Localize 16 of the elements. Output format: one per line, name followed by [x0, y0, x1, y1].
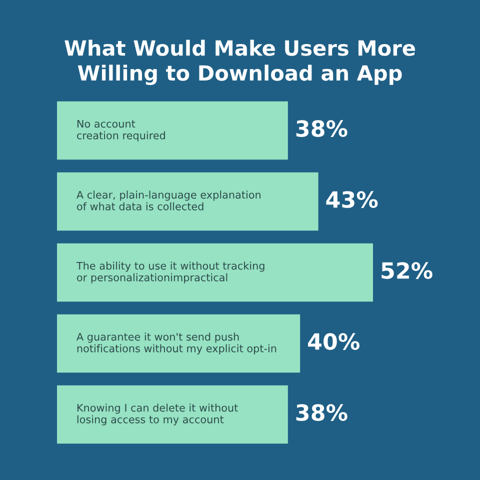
data-label: 38% [296, 120, 348, 137]
bar [57, 385, 288, 444]
y-tick-label: Knowing I can delete it without losing access to my account [77, 404, 238, 426]
y-tick-label: The ability to use it without tracking or personalizationimpractical [76, 262, 264, 284]
data-label: 52% [382, 262, 432, 279]
y-tick-label: No account creation required [77, 120, 165, 142]
data-label: 38% [296, 404, 348, 421]
y-tick-label: A guarantee it won't send push notifications without my explicit opt-in [76, 332, 276, 354]
chart-title: What Would Make Users More Willing to Download an App [64, 40, 416, 86]
bar [57, 243, 373, 302]
data-label: 43% [326, 191, 378, 208]
bar [57, 314, 300, 373]
data-label: 40% [308, 333, 360, 350]
bar [57, 101, 288, 160]
y-tick-label: A clear, plain-language explanation of what data is collected [76, 190, 260, 210]
bar [57, 172, 318, 231]
